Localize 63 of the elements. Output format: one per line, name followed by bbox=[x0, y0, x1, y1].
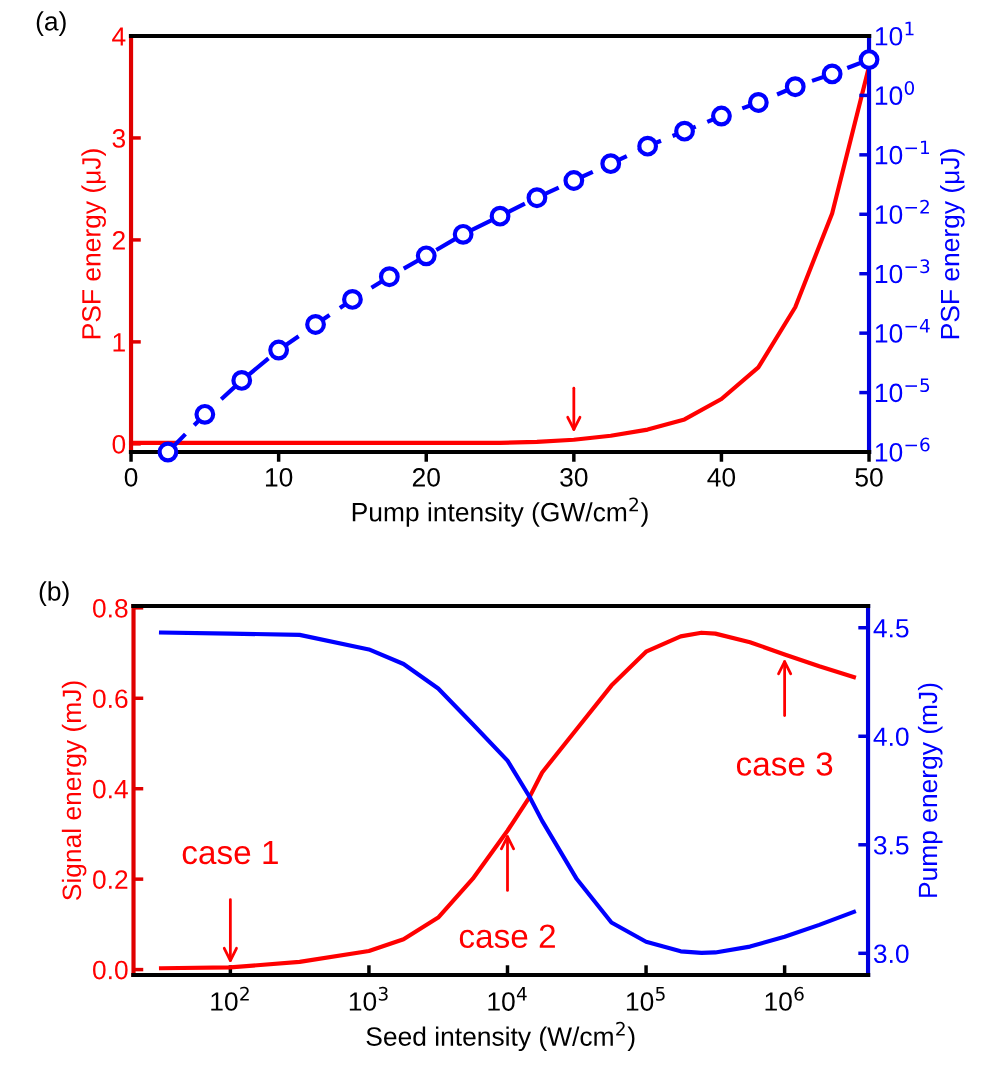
y2-tick-label: 3.5 bbox=[873, 835, 909, 855]
point bbox=[489, 205, 511, 227]
y2-axis-title: Pump energy (mJ) bbox=[917, 683, 943, 897]
point bbox=[858, 49, 880, 71]
point bbox=[342, 288, 363, 310]
y-tick-label: 2 bbox=[112, 231, 125, 250]
point bbox=[378, 266, 400, 288]
y2-axis-title: PSF energy (μJ) bbox=[940, 149, 965, 339]
y-axis-title: Signal energy (mJ) bbox=[61, 681, 87, 901]
y2-tick-label: 10$^{0}$ bbox=[875, 80, 915, 106]
point bbox=[637, 135, 659, 157]
point bbox=[268, 339, 290, 361]
y2-tick-label: 3.0 bbox=[873, 944, 909, 964]
x-tick-label: 10 bbox=[265, 467, 293, 487]
x-tick-label: 40 bbox=[707, 467, 736, 487]
y-tick-label: 0.4 bbox=[93, 779, 128, 799]
y-tick-label: 0.0 bbox=[93, 960, 128, 980]
point bbox=[305, 314, 326, 335]
x-axis-title: Seed intensity (W/cm$^{2}$) bbox=[366, 1021, 635, 1052]
point bbox=[747, 92, 769, 113]
point bbox=[600, 153, 622, 175]
point bbox=[821, 63, 843, 85]
point bbox=[194, 403, 216, 425]
point bbox=[526, 187, 548, 209]
annotation: case 2 bbox=[459, 924, 555, 949]
y-tick-label: 1 bbox=[113, 333, 125, 352]
x-tick-label: 10$^{2}$ bbox=[211, 986, 249, 1011]
y-tick-label: 0.6 bbox=[93, 689, 128, 709]
y2-tick-label: 10$^{−5}$ bbox=[875, 378, 930, 403]
x-tick-label: 10$^{5}$ bbox=[626, 987, 665, 1011]
point bbox=[415, 245, 437, 267]
point bbox=[231, 370, 253, 391]
point bbox=[711, 105, 732, 127]
y2-tick-label: 10$^{1}$ bbox=[875, 21, 914, 46]
point bbox=[563, 170, 585, 191]
y2-tick-label: 10$^{−6}$ bbox=[875, 437, 930, 462]
x-tick-label: 20 bbox=[412, 467, 440, 487]
y2-tick-label: 10$^{−4}$ bbox=[875, 318, 930, 343]
y2-tick-label: 4.0 bbox=[873, 727, 909, 747]
y-tick-label: 0.2 bbox=[93, 870, 128, 889]
y-tick-label: 4 bbox=[112, 27, 126, 46]
y-tick-label: 3 bbox=[112, 129, 126, 148]
x-axis-title: Pump intensity (GW/cm$^{2}$) bbox=[352, 497, 648, 527]
point bbox=[674, 120, 695, 142]
x-tick-label: 50 bbox=[855, 467, 883, 487]
chart-title: (b) bbox=[39, 581, 69, 606]
x-tick-label: 10$^{3}$ bbox=[349, 986, 388, 1011]
y2-tick-label: 10$^{−3}$ bbox=[875, 259, 930, 284]
y2-tick-label: 4.5 bbox=[873, 619, 909, 638]
point bbox=[157, 441, 179, 463]
point bbox=[452, 223, 474, 245]
x-tick-label: 10$^{6}$ bbox=[765, 986, 804, 1011]
annotation: case 3 bbox=[736, 752, 833, 776]
y2-tick-label: 10$^{−2}$ bbox=[875, 199, 929, 224]
y-tick-label: 0.8 bbox=[93, 598, 128, 618]
annotation: case 1 bbox=[182, 840, 278, 865]
chart-title: (a) bbox=[36, 11, 66, 36]
y-tick-label: 0 bbox=[112, 434, 126, 454]
y-axis-title: PSF energy (μJ) bbox=[81, 149, 106, 339]
y2-tick-label: 10$^{−1}$ bbox=[875, 140, 930, 165]
point bbox=[784, 76, 806, 98]
x-tick-label: 10$^{4}$ bbox=[488, 987, 527, 1011]
x-tick-label: 30 bbox=[560, 467, 588, 487]
